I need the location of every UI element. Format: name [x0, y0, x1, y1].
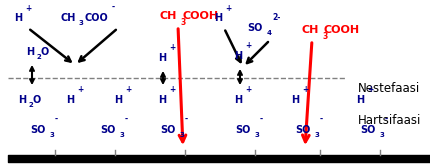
Text: SO: SO	[295, 125, 310, 135]
Text: 4: 4	[266, 30, 271, 36]
Text: -: -	[384, 115, 387, 124]
Text: -: -	[55, 115, 58, 124]
Text: O: O	[41, 47, 49, 57]
Text: +: +	[169, 85, 175, 94]
Text: SO: SO	[30, 125, 46, 135]
Text: 3: 3	[181, 18, 186, 27]
Text: +: +	[366, 85, 372, 94]
Text: 2: 2	[37, 54, 42, 60]
Text: +: +	[244, 85, 251, 94]
Text: COO: COO	[84, 13, 108, 23]
Text: 2-: 2-	[271, 13, 280, 22]
Text: -: -	[259, 115, 262, 124]
Text: +: +	[244, 41, 251, 50]
Text: H: H	[26, 47, 34, 57]
Text: 3: 3	[314, 132, 319, 138]
Text: Hartsifaasi: Hartsifaasi	[357, 114, 421, 127]
Text: CH: CH	[301, 25, 318, 35]
Text: H: H	[290, 95, 298, 105]
Text: SO: SO	[100, 125, 115, 135]
Text: +: +	[125, 85, 131, 94]
Text: CH: CH	[159, 11, 176, 21]
Text: +: +	[25, 4, 31, 13]
Text: 3: 3	[50, 132, 55, 138]
Text: -: -	[125, 115, 128, 124]
Text: Nestefaasi: Nestefaasi	[357, 81, 419, 94]
Text: H: H	[114, 95, 122, 105]
Text: -: -	[184, 115, 187, 124]
Text: H: H	[18, 95, 26, 105]
Text: +: +	[169, 43, 175, 52]
Text: +: +	[224, 4, 231, 13]
Text: +: +	[77, 85, 83, 94]
Text: H: H	[213, 13, 221, 23]
Text: H: H	[157, 95, 166, 105]
Text: CH: CH	[60, 13, 76, 23]
Text: 3: 3	[180, 132, 184, 138]
Text: H: H	[66, 95, 74, 105]
Text: H: H	[157, 53, 166, 63]
Text: H: H	[355, 95, 363, 105]
Text: H: H	[233, 95, 242, 105]
Text: SO: SO	[235, 125, 250, 135]
Text: 3: 3	[379, 132, 384, 138]
Text: H: H	[233, 51, 242, 61]
Text: 3: 3	[120, 132, 125, 138]
Text: 3: 3	[322, 32, 328, 41]
Text: 3: 3	[255, 132, 259, 138]
Text: O: O	[33, 95, 41, 105]
Text: -: -	[319, 115, 322, 124]
Text: +: +	[301, 85, 307, 94]
Text: COOH: COOH	[182, 11, 218, 21]
Text: COOH: COOH	[323, 25, 359, 35]
Text: -: -	[112, 3, 115, 12]
Text: SO: SO	[160, 125, 175, 135]
Text: SO: SO	[247, 23, 262, 33]
Text: 2: 2	[29, 102, 34, 108]
Text: SO: SO	[359, 125, 375, 135]
Text: 3: 3	[79, 20, 84, 26]
Text: H: H	[14, 13, 22, 23]
